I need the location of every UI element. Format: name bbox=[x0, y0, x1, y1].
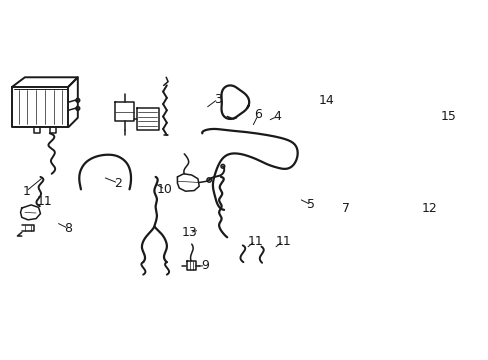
Text: 5: 5 bbox=[306, 198, 315, 211]
Text: 15: 15 bbox=[439, 110, 455, 123]
Text: 11: 11 bbox=[37, 195, 53, 208]
Text: 4: 4 bbox=[272, 110, 281, 123]
Text: 2: 2 bbox=[114, 177, 122, 190]
Text: 7: 7 bbox=[341, 202, 349, 215]
Text: 13: 13 bbox=[182, 226, 197, 239]
Text: 3: 3 bbox=[214, 93, 222, 105]
Text: 10: 10 bbox=[157, 183, 173, 196]
Text: 1: 1 bbox=[22, 185, 30, 198]
Text: 11: 11 bbox=[247, 234, 263, 248]
Text: 14: 14 bbox=[318, 94, 334, 107]
Text: 11: 11 bbox=[275, 234, 290, 248]
Text: 12: 12 bbox=[421, 202, 437, 215]
Text: 6: 6 bbox=[254, 108, 262, 121]
Text: 9: 9 bbox=[201, 260, 209, 273]
Text: 8: 8 bbox=[64, 222, 72, 235]
